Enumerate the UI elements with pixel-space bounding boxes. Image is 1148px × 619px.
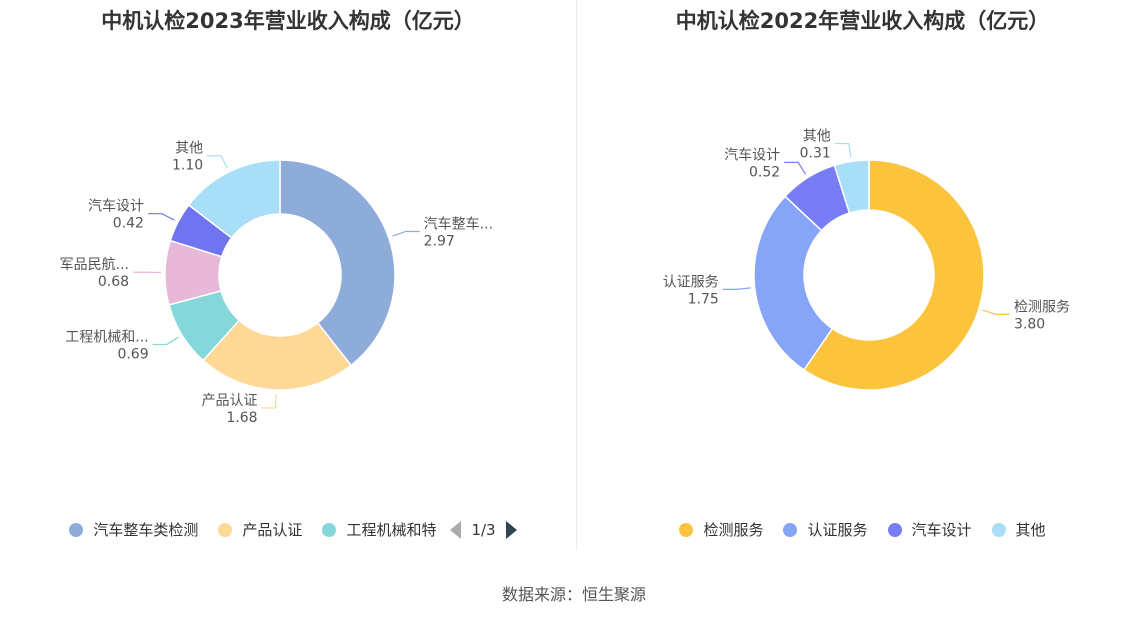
slice-label: 工程机械和...: [65, 330, 148, 346]
previous-page-icon[interactable]: [450, 520, 462, 539]
pie-slice[interactable]: [201, 319, 353, 391]
legend-2023: 汽车整车类检测 产品认证 工程机械和特 1/3: [0, 519, 576, 540]
slice-label: 检测服务: [1014, 299, 1070, 315]
leader-line: [722, 287, 751, 290]
leader-line: [152, 336, 179, 346]
slice-value-label: 2.97: [424, 233, 455, 249]
next-page-icon[interactable]: [505, 520, 517, 539]
legend-item[interactable]: 检测服务: [679, 519, 763, 540]
slice-value-label: 3.80: [1014, 316, 1045, 332]
legend-swatch: [783, 522, 798, 537]
pie-slice[interactable]: [753, 195, 834, 371]
leader-line: [392, 230, 420, 237]
leader-line: [147, 213, 175, 221]
data-source-note: 数据来源：恒生聚源: [501, 585, 646, 604]
leader-line: [982, 309, 1011, 315]
legend-swatch: [69, 522, 84, 537]
leader-line: [784, 161, 807, 175]
chart-panel-2022: 中机认检2022年营业收入构成（亿元） 检测服务 3.80 认证服务 1.75 汽车设计…: [577, 0, 1148, 560]
slice-label: 其他: [175, 141, 203, 157]
legend-item[interactable]: 其他: [991, 519, 1046, 540]
legend-item[interactable]: 产品认证: [218, 519, 302, 540]
slice-label: 汽车设计: [88, 198, 144, 215]
legend-page-indicator: 1/3: [471, 520, 496, 539]
donut-chart-2023: 汽车整车...2.97产品认证1.68工程机械和...0.69军品民航...0.…: [60, 141, 493, 426]
pie-slice[interactable]: [187, 159, 281, 239]
legend-label: 工程机械和特: [346, 521, 437, 539]
legend-label: 其他: [1015, 521, 1046, 539]
legend-item[interactable]: 工程机械和特: [322, 519, 436, 540]
chart-title-2022: 中机认检2022年营业收入构成（亿元）: [675, 9, 1050, 33]
legend-swatch: [991, 522, 1006, 537]
legend-swatch: [322, 522, 337, 537]
legend-2022: 检测服务 认证服务 汽车设计 其他: [577, 519, 1148, 540]
chart-title-2023: 中机认检2023年营业收入构成（亿元）: [101, 9, 475, 33]
slice-value-label: 0.42: [113, 216, 144, 232]
panel-divider: [576, 0, 577, 550]
legend-item[interactable]: 汽车设计: [887, 519, 972, 540]
slice-value-label: 0.52: [749, 164, 780, 180]
legend-item[interactable]: 认证服务: [783, 519, 868, 540]
pie-slice[interactable]: [833, 159, 870, 214]
slice-value-label: 1.10: [172, 158, 203, 174]
slice-label: 认证服务: [663, 274, 719, 290]
leader-line: [834, 142, 852, 158]
slice-value-label: 1.75: [688, 291, 719, 307]
slice-label: 产品认证: [202, 393, 258, 409]
legend-label: 产品认证: [242, 521, 303, 539]
leader-line: [207, 155, 228, 169]
legend-swatch: [887, 522, 902, 537]
leader-line: [261, 393, 277, 409]
pie-slice[interactable]: [279, 159, 396, 367]
pie-slice[interactable]: [802, 159, 985, 391]
slice-label: 军品民航...: [60, 257, 129, 273]
slice-label: 汽车设计: [724, 146, 780, 163]
chart-panel-2023: 中机认检2023年营业收入构成（亿元） 汽车整车... 2.97 产品认证 1.68 工…: [0, 0, 576, 560]
slice-value-label: 0.68: [98, 274, 129, 290]
legend-label: 认证服务: [807, 521, 868, 539]
legend-swatch: [679, 522, 694, 537]
slice-value-label: 1.68: [226, 410, 257, 426]
slice-label: 汽车整车...: [424, 215, 493, 232]
legend-label: 汽车整车类检测: [93, 521, 199, 539]
legend-label: 汽车设计: [911, 521, 972, 539]
legend-item[interactable]: 汽车整车类检测: [69, 519, 198, 540]
legend-pager: 1/3: [450, 520, 517, 539]
slice-value-label: 0.31: [800, 146, 831, 162]
legend-label: 检测服务: [703, 521, 764, 539]
slice-label: 其他: [803, 129, 831, 145]
slice-value-label: 0.69: [117, 347, 148, 363]
legend-swatch: [218, 522, 233, 537]
